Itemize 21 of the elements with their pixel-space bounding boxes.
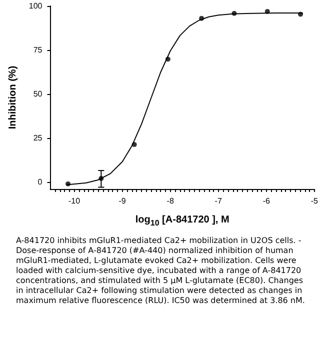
x-tick-label: -5: [310, 196, 319, 206]
y-tick-label: 25: [33, 133, 43, 142]
point: [98, 176, 104, 181]
x-tick-label: -8: [166, 196, 174, 206]
point: [264, 8, 270, 14]
point: [132, 142, 137, 147]
x-tick-label: -6: [262, 196, 271, 206]
y-tick-label: 0: [38, 177, 43, 186]
x-tick-label: -9: [118, 196, 126, 206]
point: [66, 181, 71, 186]
text: A-841720 inhibits mGluR1-mediated Ca2+ mobilization in U2OS cells. - Dose-response of A-841720 (#A-440) normalized inhibition of human mGluR1-mediated, L-glutamate evoked Ca2+ mobilization. Cells were loaded with calcium-sensitive dye, incubated with a range of A-841720 concentrations, and stimulated with 5 µM L-glutamate (EC80). Changes in intracellular Ca2+ following stimulation were detected as changes in maximum relative fluorescence (RLU). IC50 was determined at 3.86 nM.: [16, 236, 306, 306]
y-tick-label: 50: [33, 89, 43, 98]
y-tick-label: 75: [33, 45, 43, 54]
y-tick-label: 100: [28, 2, 43, 10]
y-axis-title: Inhibition (%): [8, 66, 18, 130]
x-tick-label: -7: [214, 196, 222, 206]
x-tick-label: -10: [68, 196, 81, 206]
point: [165, 56, 170, 62]
point: [232, 10, 237, 16]
point: [298, 12, 304, 17]
point: [199, 16, 204, 21]
